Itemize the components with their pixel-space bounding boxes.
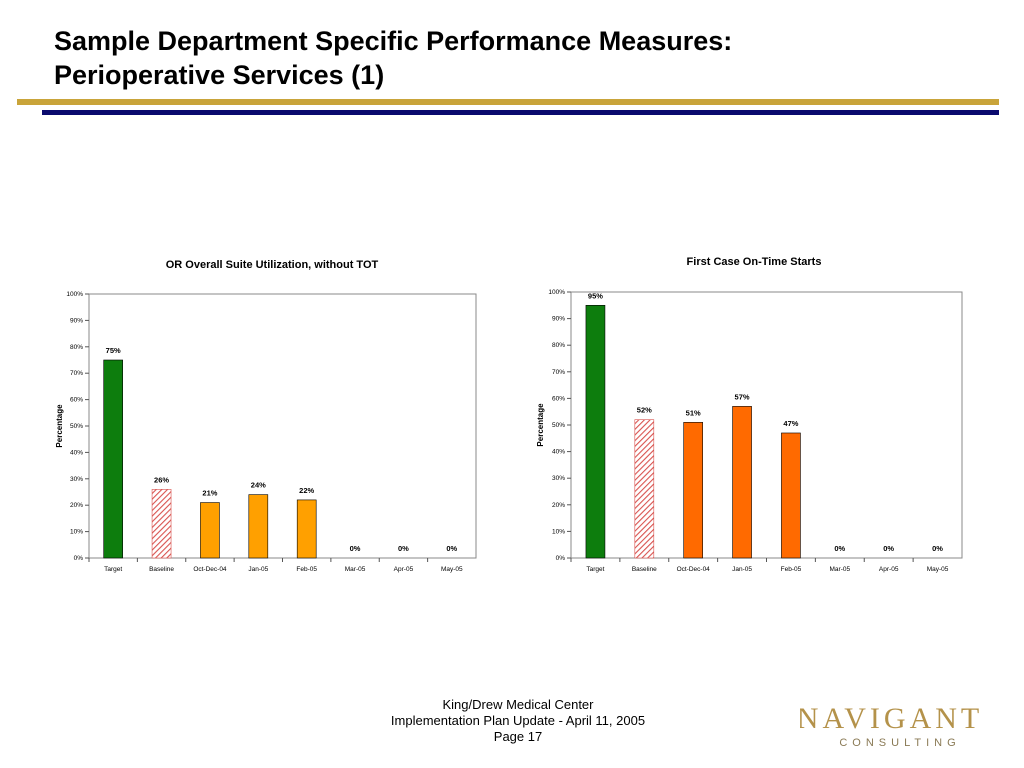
chart-1-x-tick-label: Mar-05 <box>345 566 366 573</box>
chart-1-y-tick-label: 10% <box>70 529 83 536</box>
chart-2-x-tick-label: Mar-05 <box>830 566 851 573</box>
chart-1-plot-frame <box>88 293 477 559</box>
slide-title-line-2: Perioperative Services (1) <box>54 60 385 90</box>
chart-1-x-tick-label: Oct-Dec-04 <box>193 566 227 573</box>
slide-title: Sample Department Specific Performance M… <box>54 24 732 92</box>
chart-1-x-tick-label: Jan-05 <box>248 566 268 573</box>
chart-2-y-tick-label: 20% <box>552 502 565 509</box>
chart-1-data-label: 24% <box>251 481 266 490</box>
chart-1-bar <box>248 494 269 559</box>
chart-2-y-tick-label: 40% <box>552 449 565 456</box>
chart-2-x-tick-label: Target <box>586 566 604 573</box>
chart-1-y-tick-label: 70% <box>70 370 83 377</box>
chart-1-x-tick-label: May-05 <box>441 566 463 573</box>
logo-subtitle: CONSULTING <box>839 737 960 749</box>
chart-2-y-axis-label: Percentage <box>536 403 545 447</box>
chart-2-x-tick-label: Feb-05 <box>781 566 802 573</box>
logo-word: NAVIGANT <box>800 702 980 735</box>
chart-1-bar <box>296 499 317 559</box>
chart-1-x-tick-label: Feb-05 <box>296 566 317 573</box>
chart-1-data-label: 26% <box>154 475 169 484</box>
chart-2-data-label: 51% <box>686 408 701 417</box>
chart-2-data-label: 95% <box>588 291 603 300</box>
chart-1-y-axis-label: Percentage <box>55 404 64 448</box>
chart-2-data-label: 57% <box>735 392 750 401</box>
chart-2-data-label: 52% <box>637 406 652 415</box>
chart-1-y-tick-label: 90% <box>70 317 83 324</box>
navigant-logo: NAVIGANT CONSULTING <box>800 702 980 749</box>
gold-divider <box>17 99 999 105</box>
chart-1-bar <box>151 489 172 559</box>
chart-2-data-label: 0% <box>883 544 894 553</box>
chart-1-data-label: 0% <box>446 544 457 553</box>
chart-1-y-tick-label: 20% <box>70 502 83 509</box>
chart-2-plot-frame <box>570 291 963 559</box>
chart-1-x-tick-label: Target <box>104 566 122 573</box>
chart-1-y-tick-label: 0% <box>74 555 84 562</box>
navy-divider <box>42 110 999 115</box>
chart-1-y-tick-label: 100% <box>66 291 83 298</box>
chart-2-y-tick-label: 100% <box>548 289 565 296</box>
footer-page-number: Page 17 <box>493 729 543 744</box>
chart-1-bar <box>200 502 220 559</box>
chart-2-bar <box>585 304 606 559</box>
chart-1-x-tick-label: Apr-05 <box>394 566 414 573</box>
chart-1-y-tick-label: 40% <box>70 449 83 456</box>
chart-2-y-tick-label: 90% <box>552 316 565 323</box>
chart-2-title: First Case On-Time Starts <box>687 256 822 268</box>
chart-2-y-tick-label: 0% <box>556 555 566 562</box>
chart-2-data-label: 47% <box>783 419 798 428</box>
chart-2-bar <box>781 432 801 559</box>
chart-1-data-label: 75% <box>106 346 121 355</box>
chart-1-y-tick-label: 50% <box>70 423 83 430</box>
chart-2-y-tick-label: 70% <box>552 369 565 376</box>
chart-1-data-label: 0% <box>350 544 361 553</box>
chart-2-data-label: 0% <box>834 544 845 553</box>
chart-1-data-label: 0% <box>398 544 409 553</box>
chart-1-y-tick-label: 80% <box>70 344 83 351</box>
chart-2-x-tick-label: May-05 <box>927 566 949 573</box>
chart-2-bar <box>683 422 703 559</box>
chart-1-y-tick-label: 60% <box>70 397 83 404</box>
chart-2-bar <box>732 406 752 559</box>
footer-document-title: Implementation Plan Update - April 11, 2… <box>390 713 646 728</box>
chart-1-y-tick-label: 30% <box>70 476 83 483</box>
chart-1-title: OR Overall Suite Utilization, without TO… <box>166 259 379 271</box>
footer: King/Drew Medical Center Implementation … <box>340 697 696 745</box>
chart-2-x-tick-label: Oct-Dec-04 <box>677 566 711 573</box>
footer-organization: King/Drew Medical Center <box>442 697 594 712</box>
chart-2-y-tick-label: 80% <box>552 342 565 349</box>
chart-2-x-tick-label: Apr-05 <box>879 566 899 573</box>
chart-2-bar <box>634 419 655 559</box>
chart-2-y-tick-label: 50% <box>552 422 565 429</box>
chart-1-data-label: 21% <box>202 489 217 498</box>
chart-2-x-tick-label: Jan-05 <box>732 566 752 573</box>
chart-1-bar <box>103 359 123 559</box>
chart-2-x-tick-label: Baseline <box>632 566 657 573</box>
slide-title-line-1: Sample Department Specific Performance M… <box>54 26 733 56</box>
chart-1-data-label: 22% <box>299 486 314 495</box>
chart-2-y-tick-label: 30% <box>552 475 565 482</box>
chart-2-y-tick-label: 10% <box>552 528 565 535</box>
chart-2-y-tick-label: 60% <box>552 395 565 402</box>
chart-2-data-label: 0% <box>932 544 943 553</box>
chart-1-x-tick-label: Baseline <box>149 566 174 573</box>
